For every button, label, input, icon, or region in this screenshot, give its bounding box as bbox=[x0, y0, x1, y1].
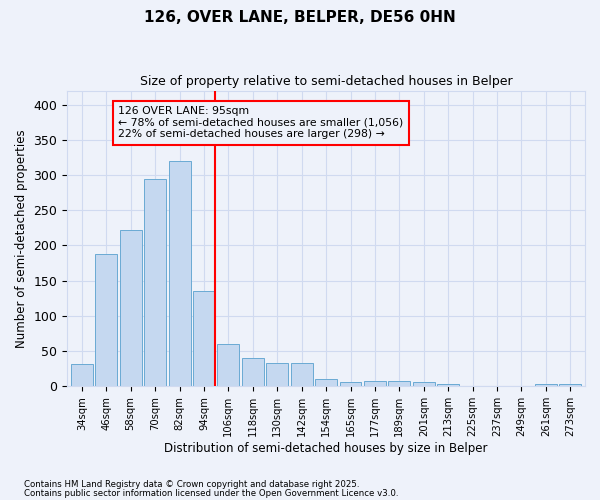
Text: 126 OVER LANE: 95sqm
← 78% of semi-detached houses are smaller (1,056)
22% of se: 126 OVER LANE: 95sqm ← 78% of semi-detac… bbox=[118, 106, 404, 139]
Bar bbox=[217, 344, 239, 387]
Bar bbox=[340, 382, 361, 386]
Text: 126, OVER LANE, BELPER, DE56 0HN: 126, OVER LANE, BELPER, DE56 0HN bbox=[144, 10, 456, 25]
Y-axis label: Number of semi-detached properties: Number of semi-detached properties bbox=[15, 129, 28, 348]
Bar bbox=[95, 254, 117, 386]
Bar bbox=[119, 230, 142, 386]
Bar bbox=[364, 380, 386, 386]
Bar bbox=[413, 382, 435, 386]
Bar bbox=[266, 363, 288, 386]
Bar bbox=[71, 364, 93, 386]
Bar bbox=[193, 292, 215, 386]
Bar bbox=[242, 358, 264, 386]
Title: Size of property relative to semi-detached houses in Belper: Size of property relative to semi-detach… bbox=[140, 75, 512, 88]
X-axis label: Distribution of semi-detached houses by size in Belper: Distribution of semi-detached houses by … bbox=[164, 442, 488, 455]
Bar bbox=[535, 384, 557, 386]
Bar bbox=[144, 178, 166, 386]
Bar bbox=[290, 363, 313, 386]
Text: Contains HM Land Registry data © Crown copyright and database right 2025.: Contains HM Land Registry data © Crown c… bbox=[24, 480, 359, 489]
Bar bbox=[315, 380, 337, 386]
Bar bbox=[559, 384, 581, 386]
Bar bbox=[437, 384, 459, 386]
Bar bbox=[388, 380, 410, 386]
Text: Contains public sector information licensed under the Open Government Licence v3: Contains public sector information licen… bbox=[24, 488, 398, 498]
Bar bbox=[169, 161, 191, 386]
